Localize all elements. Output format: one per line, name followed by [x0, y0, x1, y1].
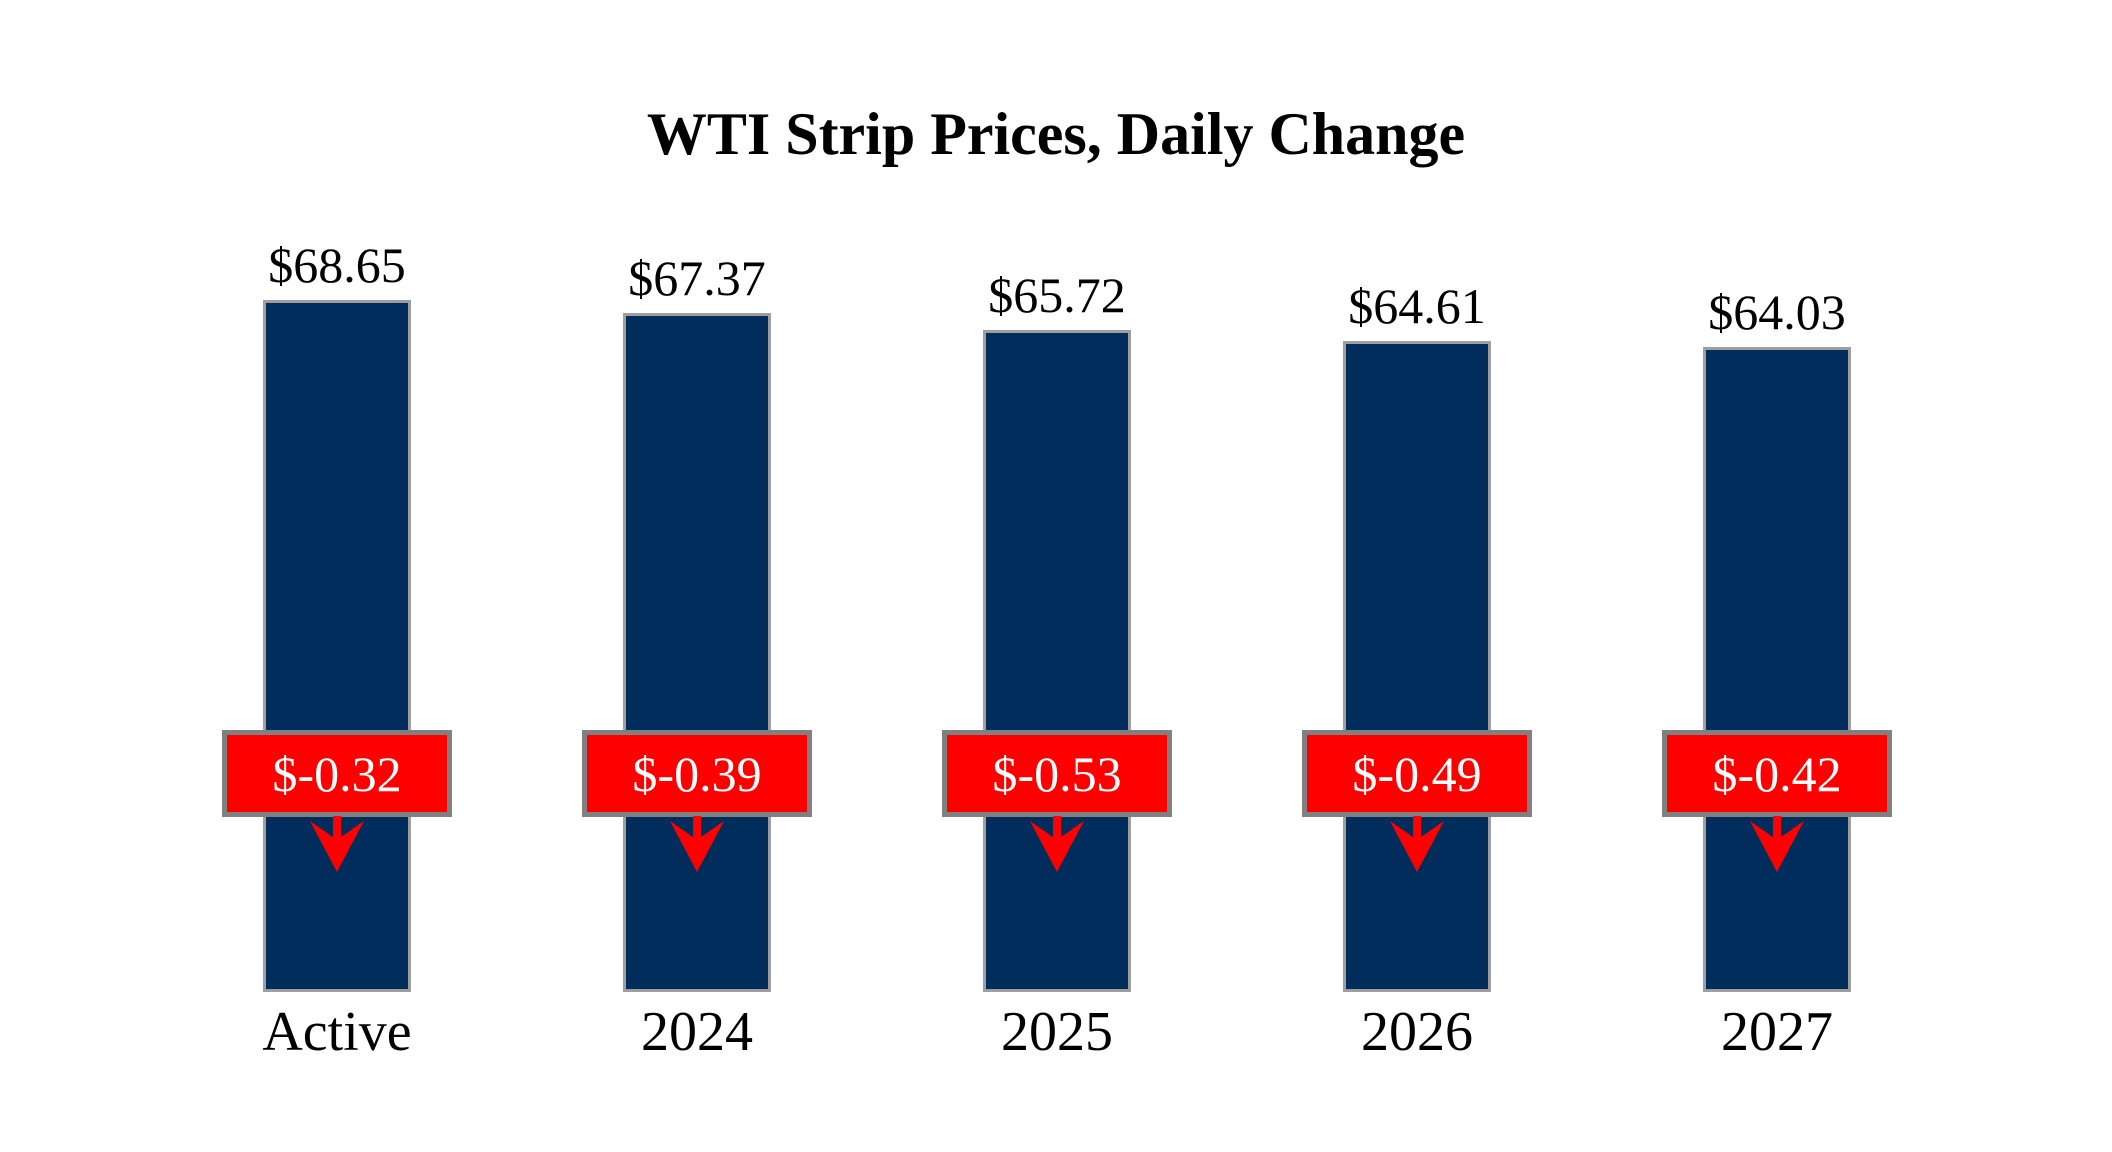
- down-arrow-icon: [670, 816, 724, 872]
- price-bar: [983, 330, 1131, 992]
- bar-value-label: $68.65: [268, 237, 406, 293]
- price-bar: [623, 313, 771, 992]
- down-arrow-icon: [1750, 816, 1804, 872]
- category-label: Active: [262, 1001, 412, 1063]
- category-label: 2026: [1361, 1001, 1473, 1063]
- daily-change-label: $-0.53: [992, 745, 1122, 802]
- bar-group: $68.65 $-0.32 Active: [157, 0, 517, 1152]
- daily-change-box: $-0.39: [582, 730, 812, 817]
- daily-change-label: $-0.32: [272, 745, 402, 802]
- bar-value-label: $67.37: [628, 250, 766, 306]
- price-bar: [263, 300, 411, 992]
- bar-group: $64.03 $-0.42 2027: [1597, 0, 1957, 1152]
- price-bar: [1703, 347, 1851, 992]
- bar-group: $64.61 $-0.49 2026: [1237, 0, 1597, 1152]
- bar-value-label: $64.03: [1708, 284, 1846, 340]
- down-arrow-icon: [1030, 816, 1084, 872]
- daily-change-box: $-0.32: [222, 730, 452, 817]
- daily-change-box: $-0.49: [1302, 730, 1532, 817]
- category-label: 2025: [1001, 1001, 1113, 1063]
- bar-value-label: $65.72: [988, 267, 1126, 323]
- bar-value-label: $64.61: [1348, 278, 1486, 334]
- daily-change-label: $-0.42: [1712, 745, 1842, 802]
- daily-change-label: $-0.39: [632, 745, 762, 802]
- down-arrow-icon: [310, 816, 364, 872]
- daily-change-label: $-0.49: [1352, 745, 1482, 802]
- bar-group: $67.37 $-0.39 2024: [517, 0, 877, 1152]
- daily-change-box: $-0.53: [942, 730, 1172, 817]
- down-arrow-icon: [1390, 816, 1444, 872]
- category-label: 2024: [641, 1001, 753, 1063]
- category-label: 2027: [1721, 1001, 1833, 1063]
- daily-change-box: $-0.42: [1662, 730, 1892, 817]
- bar-group: $65.72 $-0.53 2025: [877, 0, 1237, 1152]
- price-bar: [1343, 341, 1491, 992]
- chart-title: WTI Strip Prices, Daily Change: [646, 101, 1466, 167]
